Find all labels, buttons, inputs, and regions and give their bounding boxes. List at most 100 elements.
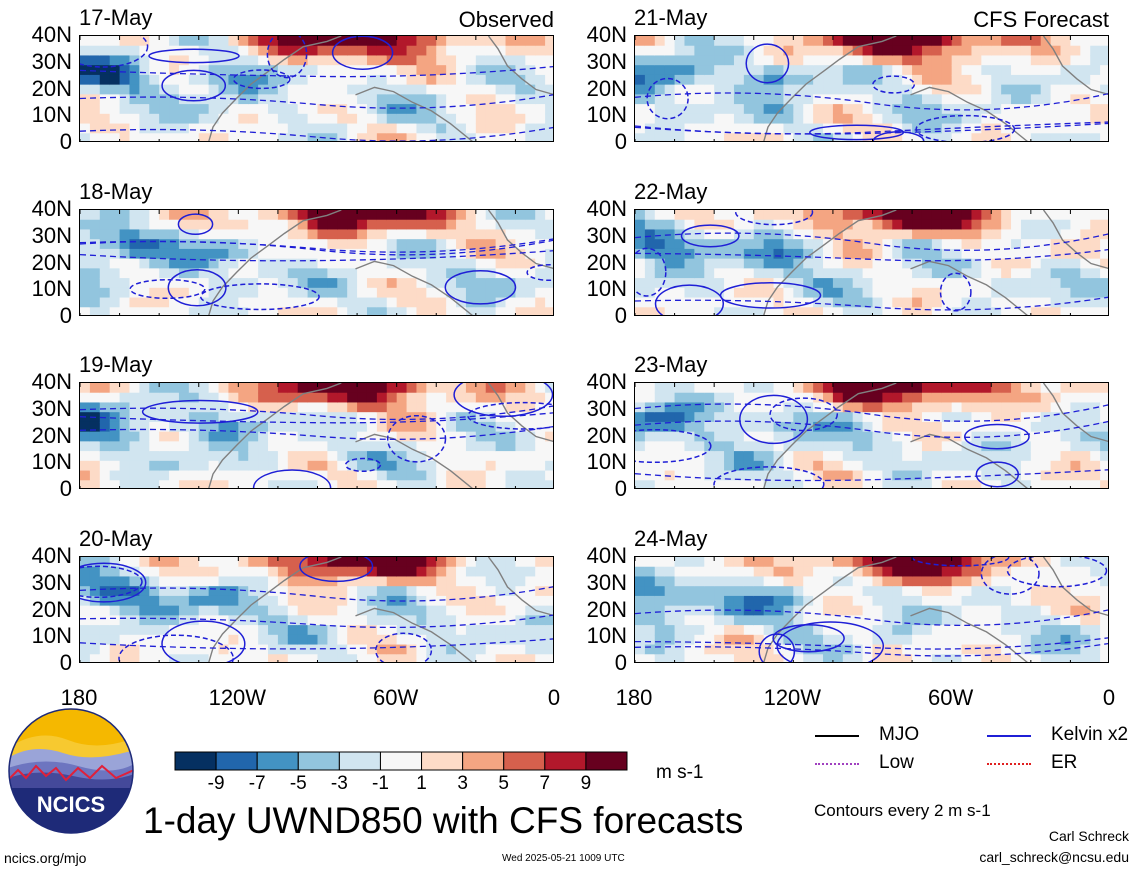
field-cell — [644, 133, 656, 141]
field-cell — [366, 94, 378, 105]
field-cell — [406, 586, 418, 597]
field-cell — [1040, 278, 1052, 289]
field-cell — [149, 421, 160, 433]
field-cell — [169, 65, 180, 76]
field-cell — [991, 634, 1002, 646]
field-cell — [198, 65, 210, 76]
field-cell — [475, 595, 487, 607]
field-cell — [882, 229, 893, 240]
field-cell — [99, 229, 111, 240]
field-cell — [376, 625, 388, 636]
field-cell — [277, 268, 289, 279]
field-cell — [654, 460, 666, 472]
field-cell — [1001, 431, 1012, 442]
field-cell — [129, 133, 140, 141]
field-cell — [386, 65, 398, 76]
field-cell — [1100, 625, 1108, 636]
field-cell — [684, 654, 695, 662]
field-cell — [704, 615, 715, 626]
field-cell — [902, 392, 913, 404]
field-cell — [1040, 480, 1052, 488]
field-cell — [981, 123, 992, 134]
field-cell — [327, 287, 338, 299]
field-cell — [803, 576, 814, 587]
field-cell — [396, 383, 408, 394]
field-cell — [495, 615, 507, 626]
field-cell — [892, 94, 903, 105]
field-cell — [515, 615, 526, 626]
field-cell — [852, 297, 864, 308]
field-cell — [1090, 55, 1101, 66]
field-cell — [178, 258, 190, 269]
field-cell — [743, 113, 755, 125]
field-cell — [654, 625, 666, 636]
field-cell — [1030, 94, 1042, 105]
field-cell — [396, 451, 408, 462]
field-cell — [268, 634, 279, 646]
field-cell — [852, 412, 864, 423]
field-cell — [406, 55, 418, 66]
field-cell — [684, 634, 695, 646]
field-cell — [406, 219, 418, 231]
field-cell — [416, 615, 427, 626]
field-cell — [386, 451, 398, 462]
field-cell — [902, 104, 913, 115]
field-cell — [545, 84, 553, 95]
field-cell — [169, 470, 180, 481]
field-cell — [149, 566, 160, 578]
field-cell — [80, 634, 91, 646]
field-cell — [119, 45, 131, 57]
field-cell — [327, 654, 338, 662]
field-cell — [1001, 239, 1012, 250]
field-cell — [961, 480, 973, 488]
field-cell — [188, 55, 200, 66]
field-cell — [238, 625, 249, 636]
field-cell — [872, 297, 883, 308]
field-cell — [495, 625, 507, 636]
field-cell — [753, 625, 765, 636]
field-cell — [704, 229, 715, 240]
field-cell — [763, 392, 775, 404]
field-cell — [635, 634, 646, 646]
field-cell — [1080, 412, 1091, 423]
field-cell — [931, 84, 943, 95]
field-cell — [753, 94, 765, 105]
field-cell — [129, 625, 140, 636]
field-cell — [89, 615, 101, 626]
colorbar-tick--7: -7 — [248, 773, 266, 794]
field-cell — [832, 287, 844, 299]
field-cell — [1001, 229, 1012, 240]
field-cell — [545, 383, 553, 394]
field-cell — [852, 460, 864, 472]
field-cell — [862, 586, 874, 597]
field-cell — [842, 625, 854, 636]
field-cell — [1050, 268, 1062, 279]
field-cell — [921, 258, 933, 269]
field-cell — [902, 412, 913, 423]
field-cell — [495, 65, 507, 76]
field-cell — [912, 45, 923, 57]
site-link[interactable]: ncics.org/mjo — [4, 850, 87, 866]
field-cell — [238, 219, 249, 231]
field-cell — [961, 278, 973, 289]
field-cell — [852, 625, 864, 636]
field-cell — [436, 576, 447, 587]
field-cell — [704, 268, 715, 279]
field-cell — [813, 557, 824, 568]
field-cell — [763, 287, 775, 299]
field-cell — [149, 634, 160, 646]
field-cell — [475, 84, 487, 95]
field-cell — [1001, 84, 1012, 95]
field-cell — [684, 133, 695, 141]
field-cell — [327, 470, 338, 481]
field-cell — [178, 36, 190, 47]
field-cell — [505, 55, 517, 66]
field-cell — [1050, 74, 1062, 86]
field-cell — [178, 297, 190, 308]
field-cell — [436, 104, 447, 115]
email[interactable]: carl_schreck@ncsu.edu — [979, 849, 1129, 865]
field-cell — [654, 566, 666, 578]
field-cell — [892, 248, 903, 260]
field-cell — [268, 470, 279, 481]
field-cell — [99, 133, 111, 141]
